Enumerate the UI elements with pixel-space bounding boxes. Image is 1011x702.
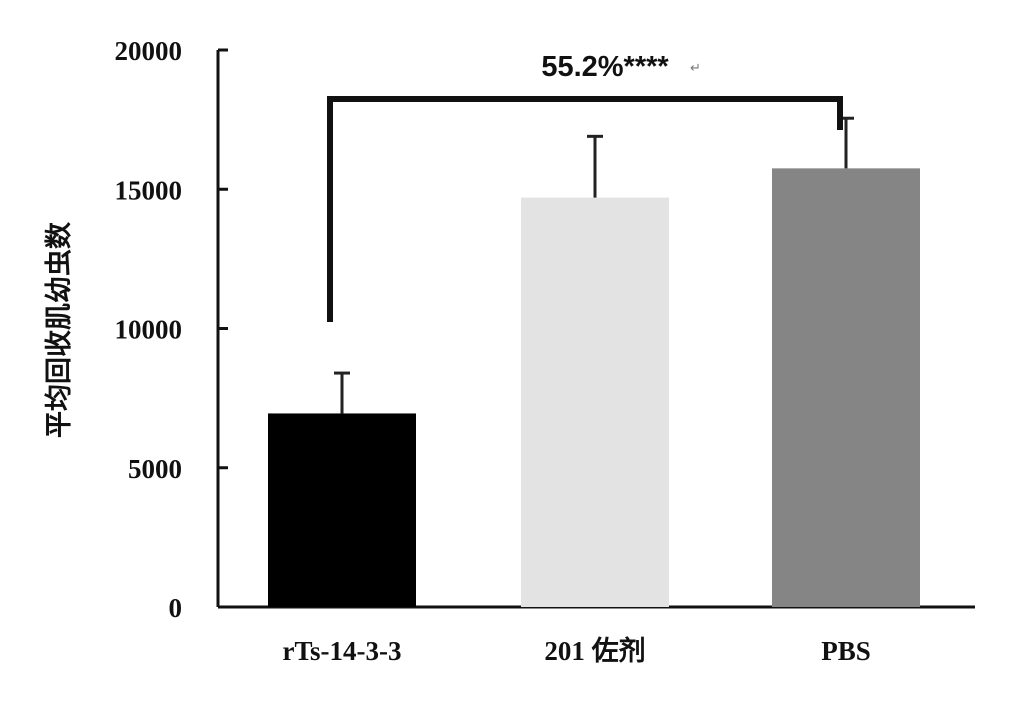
error-bars [334,116,854,414]
y-tick-label: 20000 [115,36,183,66]
x-category-label: PBS [821,636,871,666]
significance-bracket [327,96,843,322]
y-tick-label: 0 [169,593,183,623]
return-mark-glyph: ↵ [690,61,701,76]
bar [521,197,669,608]
bar [268,413,416,607]
y-ticks: 0 5000 10000 15000 20000 [115,36,228,623]
bar [772,168,920,608]
x-category-label: 201 佐剂 [544,636,645,666]
significance-label: 55.2%**** [541,51,669,83]
x-category-label: rTs-14-3-3 [283,636,402,666]
significance-annotation: 55.2%**** ↵ [327,51,843,322]
category-labels: rTs-14-3-3 201 佐剂 PBS [283,636,871,666]
y-tick-label: 5000 [128,454,182,484]
y-axis-title: 平均回收肌幼虫数 [44,221,75,438]
bars [268,168,920,608]
y-tick-label: 10000 [115,315,183,345]
y-tick-label: 15000 [115,175,183,205]
